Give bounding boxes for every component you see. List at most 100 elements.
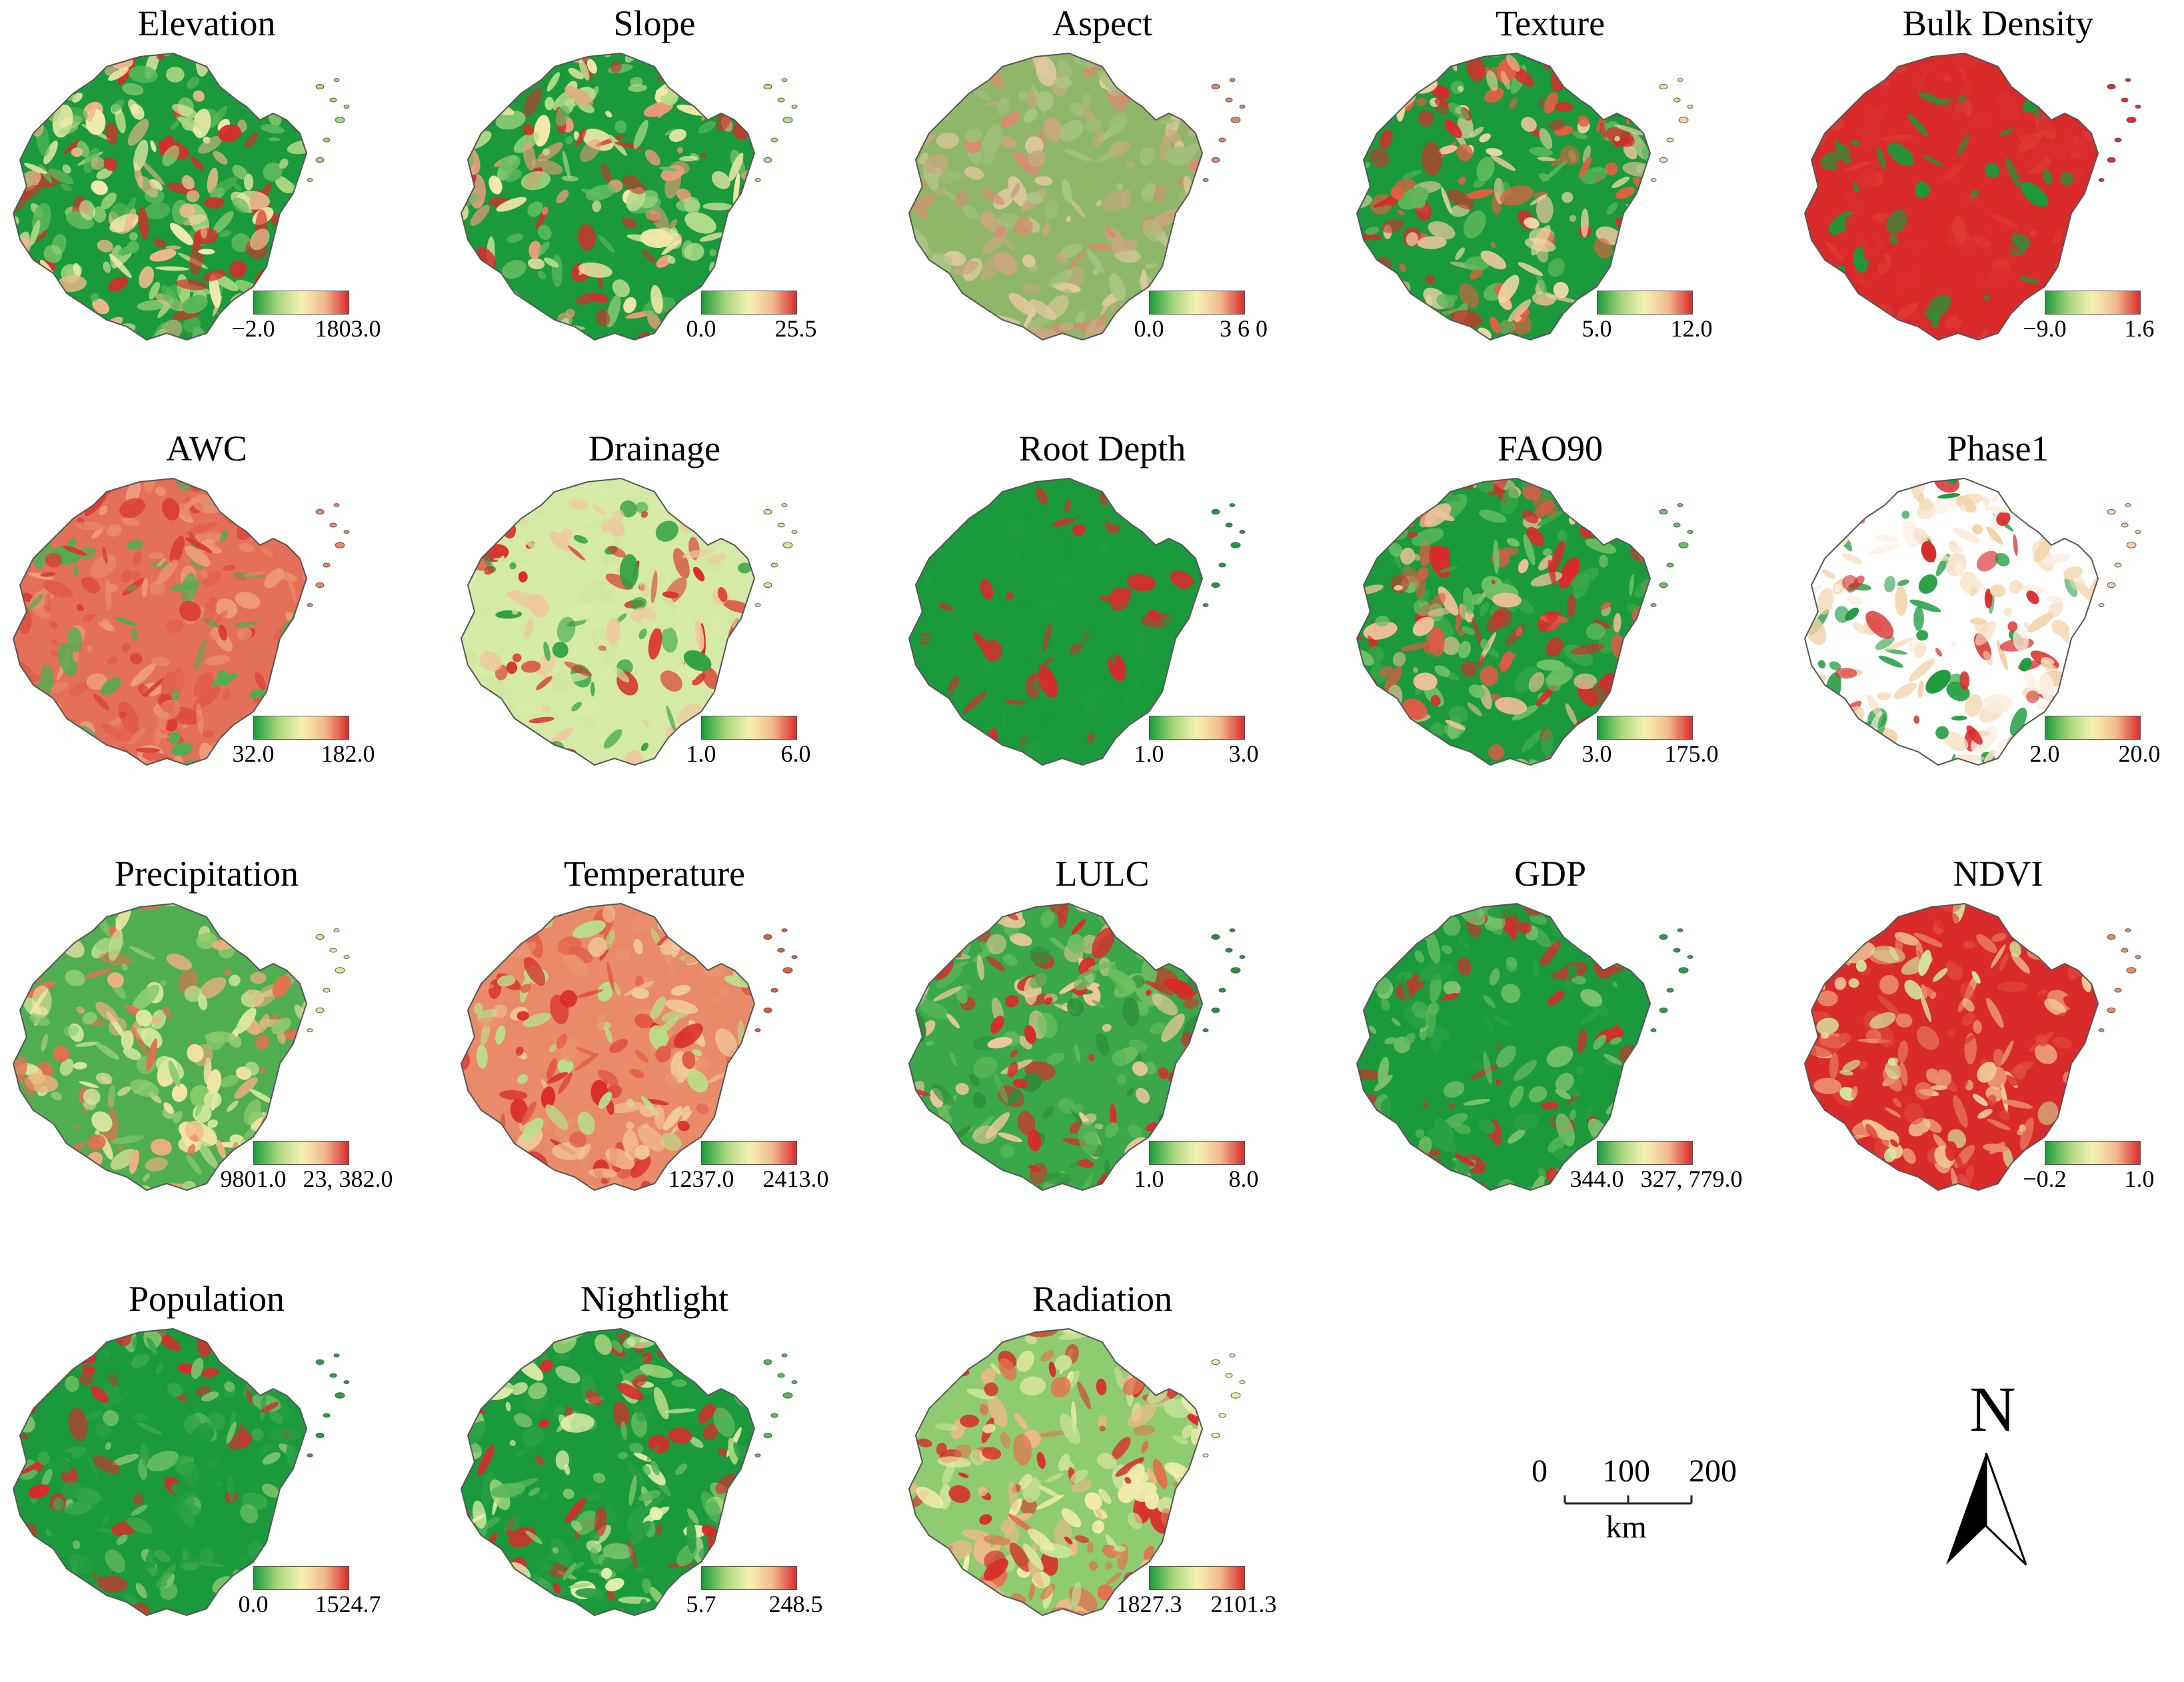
legend-color-ramp <box>1149 1141 1245 1165</box>
legend-color-ramp <box>1149 1566 1245 1590</box>
legend-color-ramp <box>701 1141 797 1165</box>
panel-title: Elevation <box>137 3 276 43</box>
legend-min-label: 2.0 <box>2029 740 2060 767</box>
legend-max-label: 1.0 <box>2124 1166 2155 1192</box>
legend-max-label: 1803.0 <box>315 315 381 342</box>
map-panel-root-depth: Root Depth 1.0 3.0 <box>896 425 1309 825</box>
legend-min-label: 344.0 <box>1570 1166 1624 1192</box>
map-panel-awc: AWC 32.0 182.0 <box>0 425 413 825</box>
legend-color-ramp <box>701 291 797 315</box>
panel-title: GDP <box>1514 854 1587 894</box>
legend-min-label: 1.0 <box>686 740 716 767</box>
legend-max-label: 182.0 <box>321 740 375 767</box>
legend-min-label: 9801.0 <box>220 1166 287 1192</box>
legend-color-ramp <box>1149 716 1245 740</box>
panel-title: NDVI <box>1953 854 2043 894</box>
scale-label-100: 100 <box>1602 1453 1650 1489</box>
legend-color-ramp <box>253 1141 349 1165</box>
legend-max-label: 175.0 <box>1664 740 1719 767</box>
panel-title: Bulk Density <box>1902 3 2094 43</box>
legend-color-ramp <box>253 716 349 740</box>
legend-color-ramp <box>253 1566 349 1590</box>
legend-min-label: −9.0 <box>2023 315 2067 342</box>
legend-max-label: 3.0 <box>1228 740 1259 767</box>
panel-title: Population <box>128 1279 285 1319</box>
panel-title: Temperature <box>563 854 746 894</box>
legend-max-label: 1.6 <box>2124 315 2155 342</box>
map-panel-elevation: Elevation −2.0 1803.0 <box>0 0 413 400</box>
province-map <box>1356 52 1693 341</box>
panel-title: Phase1 <box>1947 428 2049 468</box>
color-legend: −9.0 1.6 <box>2023 291 2184 364</box>
legend-min-label: 0.0 <box>686 315 716 342</box>
legend-max-label: 12.0 <box>1670 315 1713 342</box>
map-panel-ndvi: NDVI −0.2 1.0 <box>1791 850 2184 1250</box>
map-panel-drainage: Drainage 1.0 6.0 <box>448 425 861 825</box>
province-map <box>12 52 350 341</box>
map-panel-population: Population 0.0 1524.7 <box>0 1275 413 1675</box>
color-legend: 1.0 3.0 <box>1134 716 1349 789</box>
panel-title: Precipitation <box>115 854 299 894</box>
legend-max-label: 327, 779.0 <box>1640 1166 1743 1192</box>
color-legend: 344.0 327, 779.0 <box>1570 1141 1797 1214</box>
legend-min-label: 5.7 <box>686 1591 716 1617</box>
scale-label-200: 200 <box>1689 1453 1737 1489</box>
province-map <box>12 902 350 1192</box>
legend-max-label: 20.0 <box>2118 740 2161 767</box>
province-map <box>1803 477 2141 766</box>
panel-title: LULC <box>1055 854 1150 894</box>
scale-line <box>1564 1495 1693 1505</box>
legend-max-label: 23, 382.0 <box>303 1166 393 1192</box>
legend-min-label: 0.0 <box>238 1591 269 1617</box>
legend-color-ramp <box>2045 1141 2141 1165</box>
legend-max-label: 248.5 <box>768 1591 823 1617</box>
map-panel-aspect: Aspect 0.0 3 6 0 <box>896 0 1309 400</box>
legend-max-label: 25.5 <box>774 315 817 342</box>
panel-title: Nightlight <box>580 1279 728 1319</box>
legend-min-label: 3.0 <box>1582 740 1612 767</box>
province-map <box>460 1327 798 1617</box>
legend-min-label: 1237.0 <box>668 1166 734 1192</box>
color-legend: 1.0 6.0 <box>686 716 901 789</box>
legend-color-ramp <box>1597 1141 1693 1165</box>
legend-color-ramp <box>1597 291 1693 315</box>
color-legend: 1237.0 2413.0 <box>668 1141 901 1214</box>
map-panel-precipitation: Precipitation 9801.0 23, 382.0 <box>0 850 413 1250</box>
color-legend: −0.2 1.0 <box>2023 1141 2184 1214</box>
color-legend: 3.0 175.0 <box>1582 716 1797 789</box>
map-panel-temperature: Temperature 1237.0 2413.0 <box>448 850 861 1250</box>
legend-max-label: 6.0 <box>780 740 811 767</box>
legend-min-label: −2.0 <box>231 315 275 342</box>
legend-min-label: 1827.3 <box>1116 1591 1182 1617</box>
scale-unit: km <box>1606 1509 1647 1545</box>
panel-title: Aspect <box>1052 3 1152 43</box>
legend-max-label: 2413.0 <box>762 1166 829 1192</box>
color-legend: 5.7 248.5 <box>686 1566 901 1639</box>
panel-title: Root Depth <box>1018 428 1186 468</box>
north-arrow: N <box>1933 1373 2053 1573</box>
panel-title: Slope <box>613 3 696 43</box>
legend-min-label: 32.0 <box>232 740 275 767</box>
legend-min-label: 5.0 <box>1582 315 1612 342</box>
map-panel-bulk-density: Bulk Density −9.0 1.6 <box>1791 0 2184 400</box>
panel-title: Radiation <box>1032 1279 1172 1319</box>
legend-min-label: −0.2 <box>2023 1166 2067 1192</box>
scale-bar: 0 100 200 km <box>1526 1453 1739 1559</box>
legend-color-ramp <box>1597 716 1693 740</box>
map-panel-nightlight: Nightlight 5.7 248.5 <box>448 1275 861 1675</box>
map-panel-gdp: GDP 344.0 327, 779.0 <box>1344 850 1757 1250</box>
legend-max-label: 3 6 0 <box>1220 315 1268 342</box>
legend-min-label: 0.0 <box>1134 315 1164 342</box>
map-panel-phase1: Phase1 2.0 20.0 <box>1791 425 2184 825</box>
legend-color-ramp <box>253 291 349 315</box>
scale-label-0: 0 <box>1532 1453 1548 1489</box>
panel-title: FAO90 <box>1497 428 1604 468</box>
north-label: N <box>1969 1373 2016 1445</box>
legend-color-ramp <box>701 716 797 740</box>
legend-max-label: 1524.7 <box>315 1591 381 1617</box>
panel-title: Texture <box>1495 3 1606 43</box>
color-legend: 32.0 182.0 <box>233 716 453 789</box>
color-legend: 2.0 20.0 <box>2030 716 2184 789</box>
legend-max-label: 8.0 <box>1228 1166 1259 1192</box>
color-legend: 0.0 1524.7 <box>239 1566 453 1639</box>
